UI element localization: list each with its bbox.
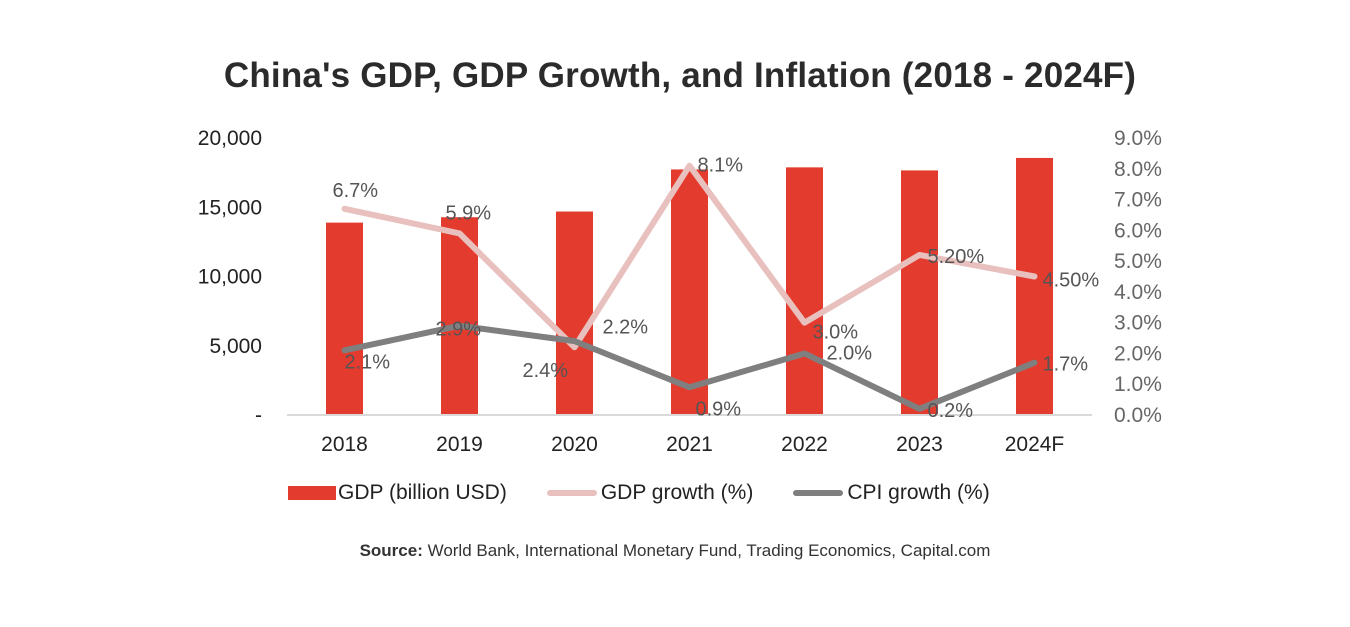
y-right-tick-label: 0.0%: [1114, 404, 1162, 427]
x-tick-label-2022: 2022: [781, 433, 828, 456]
y-right-tick-label: 5.0%: [1114, 250, 1162, 273]
label-cpi-growth-2021: 0.9%: [696, 398, 742, 420]
x-tick-label-2020: 2020: [551, 433, 598, 456]
legend-label-gdp-growth: GDP growth (%): [600, 481, 754, 504]
y-left-tick-label: 10,000: [198, 266, 262, 289]
y-left-tick-label: 20,000: [198, 127, 262, 150]
label-cpi-growth-2020: 2.4%: [523, 360, 569, 382]
legend-swatch-gdp: [288, 486, 336, 500]
x-tick-label-2019: 2019: [436, 433, 483, 456]
bar-gdp-2019: [441, 217, 478, 415]
y-right-tick-label: 8.0%: [1114, 158, 1162, 181]
label-cpi-growth-2022: 2.0%: [827, 342, 873, 364]
y-right-tick-label: 1.0%: [1114, 373, 1162, 396]
source-text: World Bank, International Monetary Fund,…: [422, 541, 991, 560]
bar-gdp-2024F: [1016, 157, 1053, 415]
y-right-tick-label: 2.0%: [1114, 342, 1162, 365]
y-right-tick-label: 9.0%: [1114, 127, 1162, 150]
source-note: Source: World Bank, International Moneta…: [0, 541, 1350, 561]
legend: GDP (billion USD) GDP growth (%) CPI gro…: [288, 481, 1030, 505]
label-gdp-growth-2024F: 4.50%: [1043, 270, 1100, 292]
label-gdp-growth-2022: 3.0%: [813, 322, 859, 344]
label-cpi-growth-2024F: 1.7%: [1043, 354, 1089, 376]
label-gdp-growth-2018: 6.7%: [333, 180, 379, 202]
label-cpi-growth-2018: 2.1%: [345, 351, 391, 373]
legend-swatch-cpi-growth: [793, 490, 844, 496]
label-gdp-growth-2020: 2.2%: [603, 316, 649, 338]
legend-item-gdp-growth: GDP growth (%): [546, 481, 754, 505]
legend-swatch-gdp-growth: [546, 490, 597, 496]
y-left-tick-label: 15,000: [198, 196, 262, 219]
chart-title: China's GDP, GDP Growth, and Inflation (…: [223, 56, 1137, 95]
x-tick-label-2021: 2021: [666, 433, 713, 456]
label-gdp-growth-2023: 5.20%: [928, 246, 985, 268]
x-tick-label-2018: 2018: [321, 433, 368, 456]
label-cpi-growth-2023: 0.2%: [928, 400, 974, 422]
y-right-tick-label: 6.0%: [1114, 219, 1162, 242]
legend-label-gdp: GDP (billion USD): [338, 481, 507, 504]
bar-gdp-2021: [671, 169, 708, 415]
legend-item-gdp: GDP (billion USD): [288, 481, 507, 505]
bar-gdp-2022: [786, 167, 823, 415]
legend-label-cpi-growth: CPI growth (%): [847, 481, 990, 504]
source-label: Source:: [359, 541, 423, 560]
y-right-tick-label: 4.0%: [1114, 281, 1162, 304]
y-right-tick-label: 7.0%: [1114, 189, 1162, 212]
y-right-tick-label: 3.0%: [1114, 312, 1162, 335]
legend-item-cpi-growth: CPI growth (%): [793, 481, 990, 505]
y-left-tick-label: 5,000: [209, 335, 262, 358]
y-left-tick-label: -: [255, 404, 262, 427]
x-tick-label-2023: 2023: [896, 433, 943, 456]
label-gdp-growth-2019: 5.9%: [446, 202, 492, 224]
label-gdp-growth-2021: 8.1%: [698, 155, 744, 177]
bar-gdp-2020: [556, 211, 593, 415]
bar-gdp-2018: [326, 222, 363, 415]
bar-gdp-2023: [901, 170, 938, 415]
x-tick-label-2024F: 2024F: [1005, 433, 1065, 456]
label-cpi-growth-2019: 2.9%: [436, 319, 482, 341]
